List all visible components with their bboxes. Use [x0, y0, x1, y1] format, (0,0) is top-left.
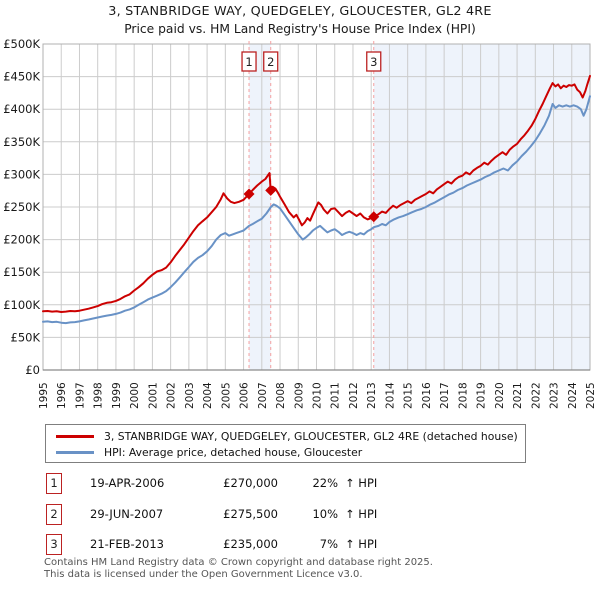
sale-vs-hpi: ↑ HPI — [345, 507, 378, 521]
sale-row-2: 2 29-JUN-2007 £275,500 10% ↑ HPI — [0, 504, 600, 526]
license-footer: Contains HM Land Registry data © Crown c… — [44, 557, 584, 580]
svg-text:3: 3 — [370, 55, 377, 69]
svg-text:£200K: £200K — [3, 233, 40, 247]
sale-number-badge: 2 — [46, 504, 62, 525]
svg-text:£100K: £100K — [3, 298, 40, 312]
svg-text:2014: 2014 — [384, 382, 396, 409]
legend-row-property: 3, STANBRIDGE WAY, QUEDGELEY, GLOUCESTER… — [56, 428, 525, 444]
svg-text:2024: 2024 — [567, 382, 579, 409]
svg-text:2005: 2005 — [220, 382, 232, 409]
svg-text:£400K: £400K — [3, 102, 40, 116]
svg-text:£300K: £300K — [3, 167, 40, 181]
svg-text:2010: 2010 — [312, 382, 324, 409]
svg-text:£150K: £150K — [3, 265, 40, 279]
svg-text:1999: 1999 — [111, 382, 123, 409]
blue-line-swatch-icon — [56, 450, 94, 454]
svg-text:£450K: £450K — [3, 70, 40, 84]
svg-text:2013: 2013 — [366, 382, 378, 409]
svg-text:2004: 2004 — [202, 382, 214, 409]
svg-text:2001: 2001 — [147, 382, 159, 409]
sale-price: £235,000 — [223, 537, 278, 551]
svg-text:£500K: £500K — [3, 37, 40, 51]
sale-vs-hpi: ↑ HPI — [345, 476, 378, 490]
sale-date: 29-JUN-2007 — [90, 507, 164, 521]
svg-text:1997: 1997 — [74, 382, 86, 409]
svg-text:1: 1 — [245, 55, 252, 69]
svg-text:2023: 2023 — [549, 382, 561, 409]
red-line-swatch-icon — [56, 434, 94, 438]
svg-text:2022: 2022 — [530, 382, 542, 409]
sale-change-pct: 10% — [312, 507, 338, 521]
svg-text:1998: 1998 — [93, 382, 105, 409]
svg-text:2007: 2007 — [257, 382, 269, 409]
svg-text:2025: 2025 — [585, 382, 597, 409]
page-subtitle: Price paid vs. HM Land Registry's House … — [124, 22, 476, 36]
sale-number-badge: 3 — [46, 534, 62, 555]
sale-date: 19-APR-2006 — [90, 476, 165, 490]
svg-text:2020: 2020 — [494, 382, 506, 409]
legend-label-hpi: HPI: Average price, detached house, Glou… — [104, 445, 363, 459]
footer-line-2: This data is licensed under the Open Gov… — [44, 568, 363, 580]
svg-text:2018: 2018 — [457, 382, 469, 409]
svg-text:2000: 2000 — [129, 382, 141, 409]
svg-text:2009: 2009 — [293, 382, 305, 409]
svg-text:£0: £0 — [25, 363, 40, 377]
svg-text:2012: 2012 — [348, 382, 360, 409]
sale-change-pct: 7% — [319, 537, 338, 551]
sale-number-badge: 1 — [46, 473, 62, 494]
price-chart: 1 2 3 £0 £50K £100K £150K £200K £250K £300K £350K £… — [3, 37, 597, 409]
svg-text:2015: 2015 — [403, 382, 415, 409]
svg-text:2021: 2021 — [512, 382, 524, 409]
svg-text:2017: 2017 — [439, 382, 451, 409]
sale-date: 21-FEB-2013 — [90, 537, 164, 551]
legend-row-hpi: HPI: Average price, detached house, Glou… — [56, 444, 525, 460]
svg-text:2011: 2011 — [330, 382, 342, 409]
footer-line-1: Contains HM Land Registry data © Crown c… — [44, 557, 433, 568]
sale-row-1: 1 19-APR-2006 £270,000 22% ↑ HPI — [0, 473, 600, 495]
svg-text:2: 2 — [267, 55, 274, 69]
svg-text:2002: 2002 — [166, 382, 178, 409]
svg-text:£50K: £50K — [11, 330, 41, 344]
svg-text:2019: 2019 — [476, 382, 488, 409]
legend-label-property: 3, STANBRIDGE WAY, QUEDGELEY, GLOUCESTER… — [104, 429, 518, 443]
svg-text:2006: 2006 — [239, 382, 251, 409]
svg-text:£250K: £250K — [3, 200, 40, 214]
sale-change-pct: 22% — [312, 476, 338, 490]
page-title: 3, STANBRIDGE WAY, QUEDGELEY, GLOUCESTER… — [108, 4, 492, 19]
sale-vs-hpi: ↑ HPI — [345, 537, 378, 551]
svg-text:1995: 1995 — [38, 382, 50, 409]
svg-text:2008: 2008 — [275, 382, 287, 409]
svg-text:1996: 1996 — [56, 382, 68, 409]
sale-price: £270,000 — [223, 476, 278, 490]
chart-legend: 3, STANBRIDGE WAY, QUEDGELEY, GLOUCESTER… — [45, 424, 526, 463]
svg-text:2016: 2016 — [421, 382, 433, 409]
svg-text:2003: 2003 — [184, 382, 196, 409]
sale-row-3: 3 21-FEB-2013 £235,000 7% ↑ HPI — [0, 534, 600, 556]
sale-price: £275,500 — [223, 507, 278, 521]
svg-text:£350K: £350K — [3, 135, 40, 149]
